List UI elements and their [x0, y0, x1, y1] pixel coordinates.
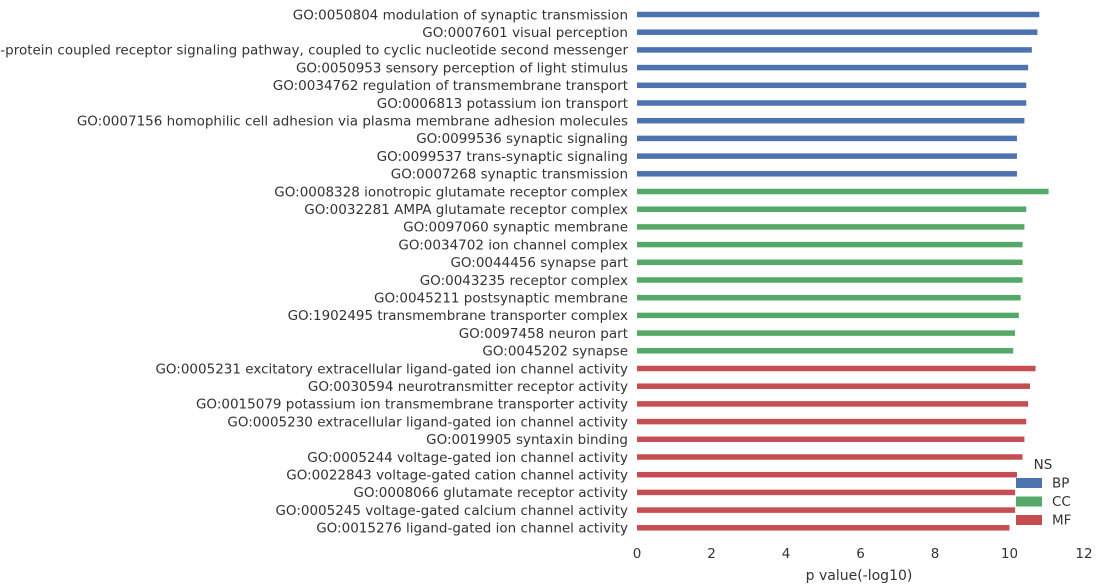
category-label: GO:0050953 sensory perception of light s… — [296, 60, 628, 76]
category-label: GO:0007268 synaptic transmission — [391, 167, 628, 183]
bar-mf — [637, 489, 1016, 496]
bar-mf — [637, 383, 1030, 389]
x-tick-label: 12 — [1075, 546, 1092, 562]
category-label: GO:0019905 syntaxin binding — [426, 432, 628, 448]
bar-cc — [637, 348, 1014, 354]
x-tick-label: 6 — [856, 546, 865, 562]
bar-cc — [637, 188, 1049, 195]
category-label: GO:0008066 glutamate receptor activity — [353, 485, 628, 501]
category-label: GO:0015079 potassium ion transmembrane t… — [196, 397, 628, 413]
legend: NS BP CC MF — [1016, 457, 1071, 529]
category-label: GO:0015276 ligand-gated ion channel acti… — [316, 521, 628, 537]
bar-bp — [637, 29, 1038, 35]
legend-swatch-cc — [1016, 496, 1042, 507]
category-label: GO:0030594 neurotransmitter receptor act… — [308, 379, 628, 395]
bar-bp — [637, 11, 1040, 18]
category-label: GO:0050804 modulation of synaptic transm… — [293, 7, 628, 23]
category-label: GO:0045202 synapse — [482, 344, 628, 360]
x-axis-label: p value(-log10) — [806, 568, 913, 584]
category-label: GO:1902495 transmembrane transporter com… — [288, 308, 628, 324]
bar-bp — [637, 171, 1017, 177]
x-tick-label: 0 — [633, 546, 642, 562]
category-label: GO:0097060 synaptic membrane — [403, 220, 628, 236]
category-label: GO:0034762 regulation of transmembrane t… — [273, 78, 628, 94]
bar-cc — [637, 330, 1016, 336]
category-label: GO:0007187 G-protein coupled receptor si… — [0, 43, 628, 59]
x-tick-label: 4 — [782, 546, 791, 562]
category-labels: GO:0050804 modulation of synaptic transm… — [0, 7, 628, 536]
legend-title: NS — [1034, 457, 1053, 473]
bar-bp — [637, 135, 1017, 142]
bar-mf — [637, 525, 1010, 531]
category-label: GO:0043235 receptor complex — [420, 273, 628, 289]
category-label: GO:0099537 trans-synaptic signaling — [377, 149, 628, 165]
legend-swatch-bp — [1016, 478, 1042, 488]
bar-bp — [637, 100, 1027, 106]
category-label: GO:0005230 extracellular ligand-gated io… — [227, 414, 628, 430]
bar-mf — [637, 401, 1029, 407]
bar-mf — [637, 454, 1023, 460]
bars-group — [637, 11, 1049, 531]
category-label: GO:0007601 visual perception — [422, 25, 628, 41]
category-label: GO:0045211 postsynaptic membrane — [374, 291, 628, 307]
bar-bp — [637, 64, 1029, 71]
bar-cc — [637, 277, 1023, 283]
x-tick-label: 8 — [931, 546, 940, 562]
x-axis-ticks: 0 2 4 6 8 10 12 — [633, 546, 1093, 562]
bar-cc — [637, 206, 1027, 212]
category-label: GO:0032281 AMPA glutamate receptor compl… — [304, 202, 628, 218]
bar-mf — [637, 365, 1036, 372]
category-label: GO:0022843 voltage-gated cation channel … — [286, 468, 628, 484]
category-label: GO:0005245 voltage-gated calcium channel… — [275, 503, 628, 519]
category-label: GO:0006813 potassium ion transport — [377, 96, 628, 112]
category-label: GO:0007156 homophilic cell adhesion via … — [77, 114, 628, 130]
category-label: GO:0097458 neuron part — [459, 326, 628, 342]
legend-label-mf: MF — [1052, 513, 1071, 529]
bar-cc — [637, 224, 1025, 230]
legend-swatch-mf — [1016, 515, 1042, 525]
bar-bp — [637, 153, 1017, 159]
category-label: GO:0044456 synapse part — [450, 255, 628, 271]
bar-bp — [637, 117, 1025, 124]
category-label: GO:0099536 synaptic signaling — [416, 131, 628, 147]
bar-mf — [637, 471, 1017, 478]
bar-mf — [637, 418, 1027, 425]
category-label: GO:0008328 ionotropic glutamate receptor… — [274, 184, 628, 200]
bar-cc — [637, 312, 1019, 319]
bar-mf — [637, 507, 1016, 513]
category-label: GO:0005244 voltage-gated ion channel act… — [307, 450, 628, 466]
category-label: GO:0005231 excitatory extracellular liga… — [155, 361, 628, 377]
bar-cc — [637, 294, 1021, 301]
legend-label-bp: BP — [1052, 476, 1069, 492]
bar-cc — [637, 241, 1023, 248]
category-label: GO:0034702 ion channel complex — [398, 237, 628, 253]
legend-label-cc: CC — [1052, 494, 1071, 510]
x-tick-label: 2 — [707, 546, 716, 562]
bar-bp — [637, 47, 1032, 53]
bar-bp — [637, 82, 1027, 89]
x-tick-label: 10 — [1001, 546, 1018, 562]
bar-mf — [637, 436, 1025, 443]
bar-cc — [637, 259, 1023, 266]
